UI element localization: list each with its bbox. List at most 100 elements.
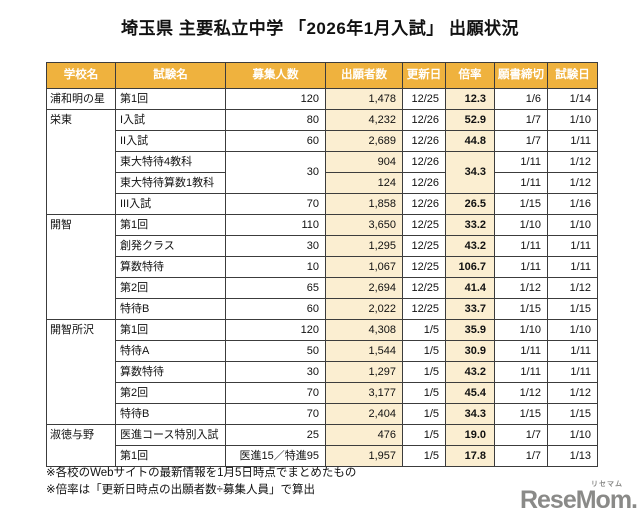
cell-deadline: 1/7 [494,109,548,131]
cell-deadline: 1/11 [494,256,548,278]
cell-school-name: 栄東 [46,109,116,215]
table-row: 特待B 70 2,404 1/5 34.3 1/15 1/15 [47,403,598,425]
cell-exam: 東大特待4教科 [115,151,226,173]
cell-exam-date: 1/12 [547,172,598,194]
cell-exam-date: 1/11 [547,361,598,383]
cell-exam: III入試 [115,193,226,215]
cell-ratio: 52.9 [445,109,495,131]
cell-exam: 特待B [115,403,226,425]
cell-deadline: 1/11 [494,361,548,383]
column-header-deadline: 願書締切 [494,62,548,89]
cell-updated: 1/5 [402,445,446,467]
logo-ruby-text: リセマム [591,481,623,488]
cell-capacity: 70 [225,403,326,425]
table-row: 算数特待 30 1,297 1/5 43.2 1/11 1/11 [47,361,598,383]
column-header-exam-date: 試験日 [547,62,598,89]
cell-capacity: 25 [225,424,326,446]
cell-exam-date: 1/10 [547,214,598,236]
cell-applicants: 124 [325,172,403,194]
cell-capacity: 60 [225,130,326,152]
cell-updated: 1/5 [402,340,446,362]
cell-updated: 12/26 [402,193,446,215]
cell-updated: 12/25 [402,277,446,299]
table-row: 第1回 医進15／特進95 1,957 1/5 17.8 1/7 1/13 [47,445,598,467]
cell-capacity: 65 [225,277,326,299]
column-header-capacity: 募集人数 [225,62,326,89]
cell-exam-date: 1/11 [547,235,598,257]
cell-updated: 1/5 [402,424,446,446]
cell-exam-date: 1/10 [547,319,598,341]
table-row: 東大特待4教科 30 904 12/26 34.3 1/11 1/12 [47,151,598,194]
cell-exam-date: 1/11 [547,130,598,152]
table-row: 栄東 I入試 80 4,232 12/26 52.9 1/7 1/10 [46,109,598,215]
cell-applicants: 2,404 [325,403,403,425]
table-row: 第2回 65 2,694 12/25 41.4 1/12 1/12 [47,277,598,299]
cell-capacity: 30 [225,151,326,194]
cell-updated: 12/25 [402,298,446,320]
admissions-table: 学校名 試験名 募集人数 出願者数 更新日 倍率 願書締切 試験日 浦和明の星 第1回 120 1,… [46,62,598,467]
cell-updated: 12/26 [402,172,446,194]
cell-ratio: 44.8 [445,130,495,152]
resemom-logo: リセマム ReseMom. [519,481,638,514]
table-row: III入試 70 1,858 12/26 26.5 1/15 1/16 [47,193,598,215]
cell-capacity: 50 [225,340,326,362]
cell-applicants: 3,177 [325,382,403,404]
cell-capacity: 医進15／特進95 [225,445,326,467]
cell-updated: 12/25 [402,235,446,257]
cell-updated: 12/25 [402,88,446,110]
cell-deadline: 1/11 [494,340,548,362]
cell-exam: 第2回 [115,382,226,404]
cell-deadline: 1/11 [494,151,548,173]
cell-updated: 12/25 [402,214,446,236]
cell-applicants: 3,650 [325,214,403,236]
table-row: 算数特待 10 1,067 12/25 106.7 1/11 1/11 [47,256,598,278]
column-header-ratio: 倍率 [445,62,495,89]
cell-capacity: 120 [225,319,326,341]
cell-deadline: 1/11 [494,172,548,194]
column-header-applicants: 出願者数 [325,62,403,89]
cell-exam: 算数特待 [115,256,226,278]
table-header: 学校名 試験名 募集人数 出願者数 更新日 倍率 願書締切 試験日 [46,62,598,89]
cell-ratio: 41.4 [445,277,495,299]
cell-exam: 第1回 [115,445,226,467]
cell-applicants: 4,308 [325,319,403,341]
cell-deadline: 1/7 [494,445,548,467]
cell-deadline: 1/10 [494,214,548,236]
cell-updated: 1/5 [402,319,446,341]
cell-capacity: 60 [225,298,326,320]
cell-updated: 1/5 [402,361,446,383]
cell-capacity: 30 [225,235,326,257]
cell-capacity: 70 [225,382,326,404]
cell-exam-date: 1/10 [547,424,598,446]
cell-ratio: 33.2 [445,214,495,236]
cell-school-name: 淑徳与野 [46,424,116,467]
cell-school-name: 開智所沢 [46,319,116,425]
cell-exam-date: 1/13 [547,445,598,467]
cell-applicants: 1,957 [325,445,403,467]
cell-ratio: 43.2 [445,235,495,257]
cell-exam-date: 1/11 [547,340,598,362]
cell-ratio: 33.7 [445,298,495,320]
cell-ratio: 34.3 [445,403,495,425]
table-row: 開智所沢 第1回 120 4,308 1/5 35.9 1/10 1/10 [46,319,598,425]
cell-updated: 1/5 [402,403,446,425]
cell-exam-date: 1/15 [547,298,598,320]
cell-exam: 第2回 [115,277,226,299]
cell-ratio: 43.2 [445,361,495,383]
cell-applicants: 1,858 [325,193,403,215]
cell-applicants: 1,067 [325,256,403,278]
cell-applicants: 2,689 [325,130,403,152]
cell-exam: 創発クラス [115,235,226,257]
table-row: 特待A 50 1,544 1/5 30.9 1/11 1/11 [47,340,598,362]
cell-exam: 第1回 [115,214,226,236]
logo-text: ReseMom. [519,486,638,514]
cell-exam: II入試 [115,130,226,152]
cell-updated: 12/25 [402,256,446,278]
cell-deadline: 1/7 [494,130,548,152]
cell-exam-date: 1/14 [547,88,598,110]
cell-exam-date: 1/10 [547,109,598,131]
cell-school-name: 開智 [46,214,116,320]
cell-applicants: 4,232 [325,109,403,131]
cell-deadline: 1/6 [494,88,548,110]
cell-ratio: 12.3 [445,88,495,110]
